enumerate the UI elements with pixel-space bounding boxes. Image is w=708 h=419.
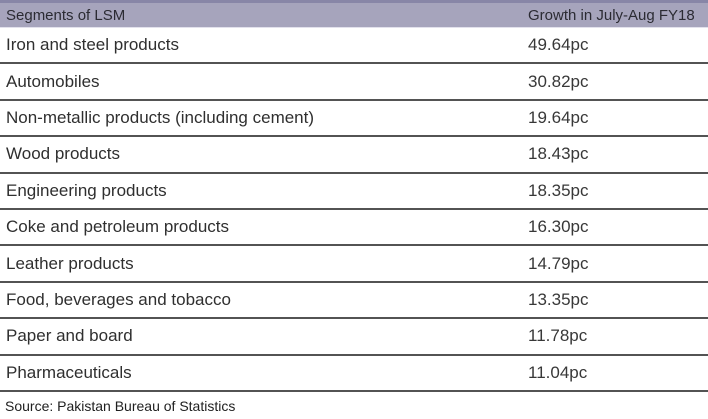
- table-row: Leather products 14.79pc: [0, 246, 708, 283]
- growth-cell: 11.04pc: [528, 362, 588, 382]
- growth-cell: 13.35pc: [528, 289, 589, 309]
- segment-cell: Coke and petroleum products: [6, 217, 230, 237]
- segment-cell: Leather products: [6, 253, 134, 273]
- segment-cell: Food, beverages and tobacco: [6, 289, 231, 309]
- table-row: Engineering products 18.35pc: [0, 174, 708, 210]
- segment-cell: Automobiles: [6, 71, 100, 91]
- segment-cell: Non-metallic products (including cement): [6, 107, 315, 127]
- table-row: Non-metallic products (including cement)…: [0, 101, 708, 138]
- table-row: Paper and board 11.78pc: [0, 319, 708, 356]
- segment-cell: Pharmaceuticals: [6, 362, 132, 382]
- growth-cell: 11.78pc: [528, 326, 588, 346]
- segment-cell: Iron and steel products: [6, 35, 179, 55]
- table-row: Food, beverages and tobacco 13.35pc: [0, 283, 708, 320]
- table-body: Iron and steel products 49.64pc Automobile…: [0, 28, 708, 392]
- growth-cell: 18.43pc: [528, 144, 589, 164]
- growth-cell: 16.30pc: [528, 217, 589, 237]
- growth-cell: 49.64pc: [528, 35, 589, 55]
- table-row: Iron and steel products 49.64pc: [0, 28, 708, 65]
- source-note: Source: Pakistan Bureau of Statistics: [5, 397, 236, 414]
- growth-cell: 30.82pc: [528, 71, 589, 91]
- table-row: Coke and petroleum products 16.30pc: [0, 210, 708, 247]
- table-row: Wood products 18.43pc: [0, 137, 708, 174]
- table-header-row: Segments of LSM Growth in July-Aug FY18: [0, 0, 708, 28]
- table-row: Automobiles 30.82pc: [0, 64, 708, 101]
- growth-cell: 18.35pc: [528, 180, 589, 200]
- table-row: Pharmaceuticals 11.04pc: [0, 356, 708, 392]
- growth-cell: 19.64pc: [528, 107, 589, 127]
- segment-cell: Wood products: [6, 144, 121, 164]
- segment-cell: Engineering products: [6, 180, 167, 200]
- column-header-segments: Segments of LSM: [6, 6, 126, 24]
- segment-cell: Paper and board: [6, 326, 133, 346]
- growth-cell: 14.79pc: [528, 253, 589, 273]
- column-header-growth: Growth in July-Aug FY18: [528, 6, 695, 24]
